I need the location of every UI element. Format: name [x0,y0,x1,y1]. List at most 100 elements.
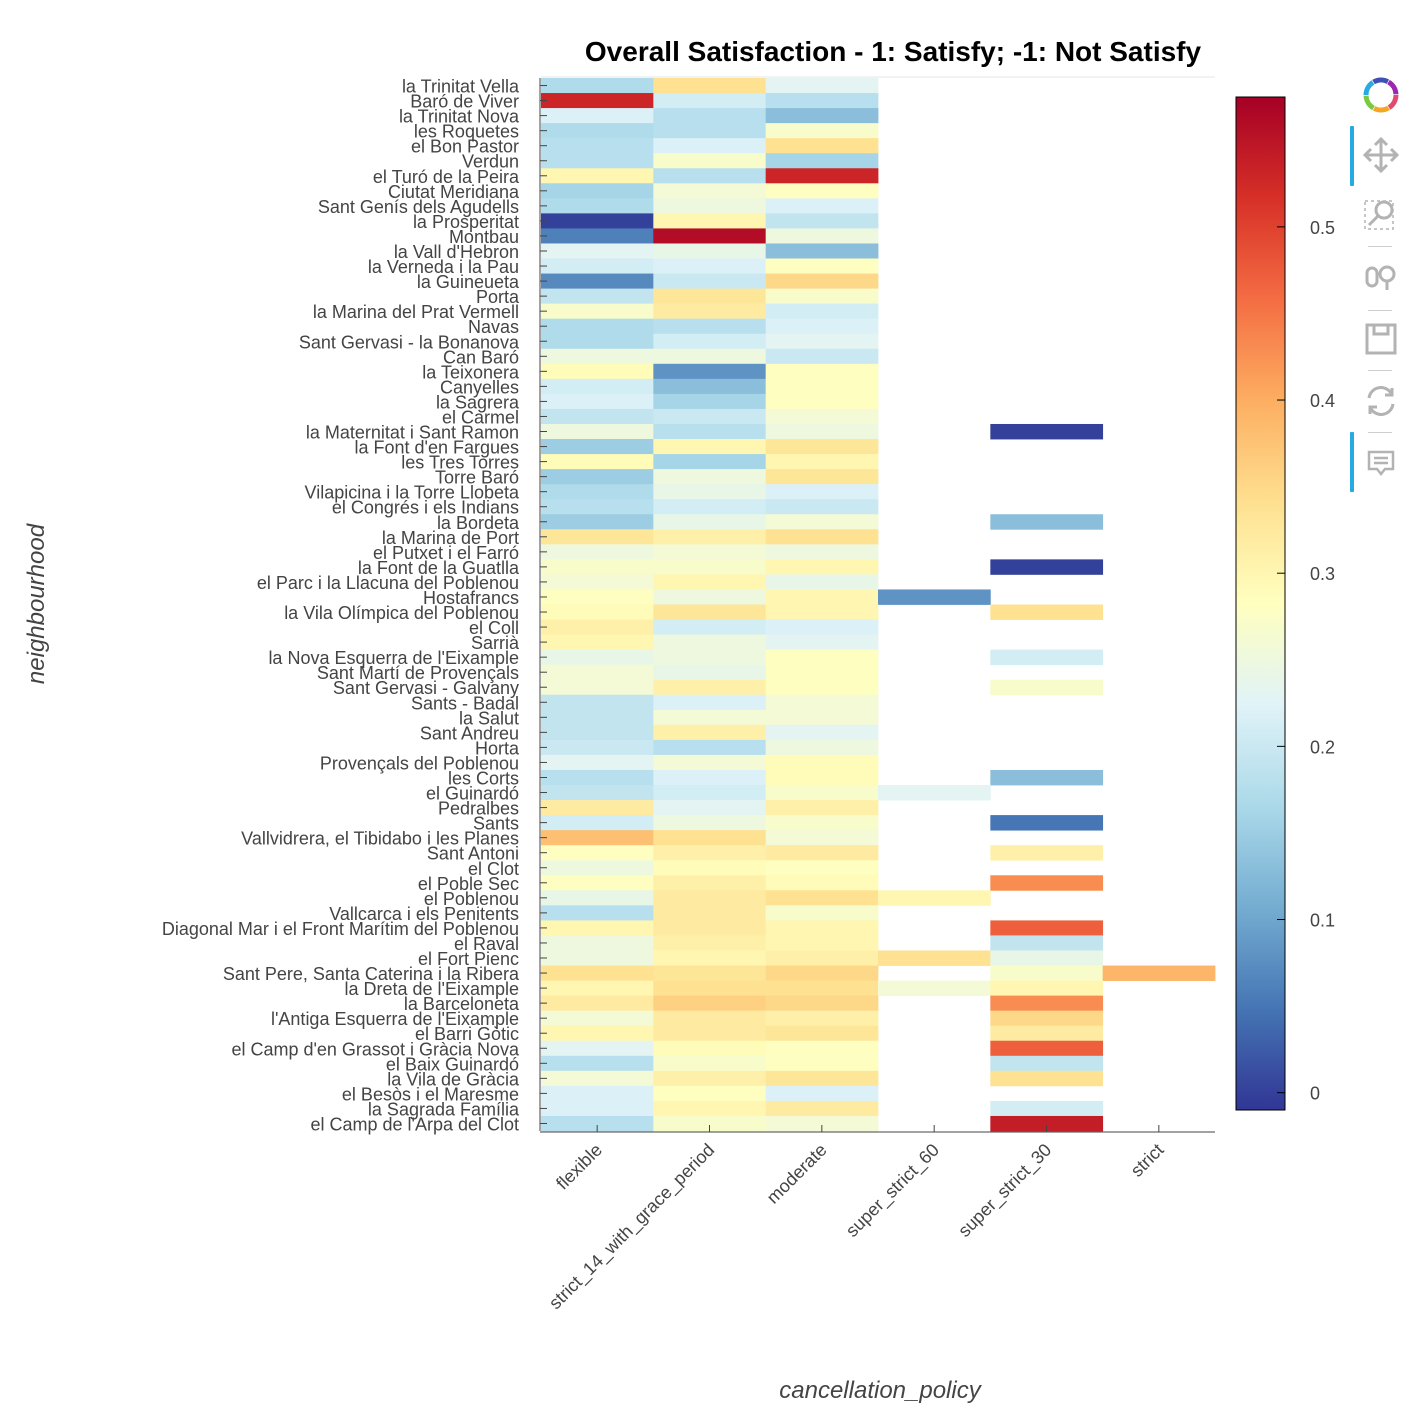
heatmap-cell[interactable] [1102,965,1216,981]
heatmap-cell[interactable] [990,679,1104,696]
heatmap-cell[interactable] [653,739,767,756]
heatmap-cell[interactable] [765,529,879,545]
heatmap-cell[interactable] [541,243,654,259]
heatmap-cell[interactable] [653,333,767,350]
heatmap-cell[interactable] [990,769,1104,786]
heatmap-cell[interactable] [653,153,767,169]
heatmap-cell[interactable] [653,123,767,139]
heatmap-cell[interactable] [765,574,879,590]
heatmap-cell[interactable] [765,378,879,395]
heatmap-cell[interactable] [541,830,654,846]
heatmap-cell[interactable] [765,93,879,109]
heatmap-cell[interactable] [765,198,879,214]
heatmap-cell[interactable] [653,348,767,365]
heatmap-cell[interactable] [653,1115,767,1132]
heatmap-cell[interactable] [765,754,879,771]
heatmap-cell[interactable] [653,213,767,229]
heatmap-cell[interactable] [990,649,1104,666]
heatmap-cell[interactable] [765,273,879,289]
heatmap-cell[interactable] [541,439,654,455]
heatmap-cell[interactable] [653,228,767,244]
heatmap-cell[interactable] [541,454,654,470]
heatmap-cell[interactable] [541,785,654,801]
heatmap-cell[interactable] [990,980,1104,997]
heatmap-cell[interactable] [765,123,879,139]
heatmap-cell[interactable] [653,785,767,801]
heatmap-cell[interactable] [653,1010,767,1027]
heatmap-cell[interactable] [765,408,879,425]
heatmap-cell[interactable] [653,78,767,94]
heatmap-cell[interactable] [765,258,879,274]
heatmap-cell[interactable] [653,469,767,485]
heatmap-cell[interactable] [541,408,654,425]
heatmap-cell[interactable] [765,860,879,876]
heatmap-cell[interactable] [878,589,991,605]
heatmap-cell[interactable] [765,589,879,605]
heatmap-cell[interactable] [653,138,767,154]
heatmap-cell[interactable] [541,905,654,921]
heatmap-cell[interactable] [653,920,767,936]
heatmap-cell[interactable] [653,769,767,786]
heatmap-cell[interactable] [765,228,879,244]
heatmap-cell[interactable] [765,815,879,831]
heatmap-cell[interactable] [653,484,767,500]
heatmap-cell[interactable] [653,980,767,997]
heatmap-cell[interactable] [765,980,879,997]
heatmap-cell[interactable] [653,1070,767,1087]
heatmap-cell[interactable] [653,724,767,741]
heatmap-cell[interactable] [541,469,654,485]
heatmap-cell[interactable] [653,258,767,274]
heatmap-cell[interactable] [541,890,654,906]
heatmap-cell[interactable] [541,754,654,771]
heatmap-cell[interactable] [653,604,767,620]
heatmap-cell[interactable] [541,544,654,560]
heatmap-cell[interactable] [541,739,654,756]
heatmap-cell[interactable] [765,950,879,966]
heatmap-cell[interactable] [541,995,654,1012]
heatmap-cell[interactable] [990,995,1104,1012]
heatmap-cell[interactable] [990,559,1104,575]
heatmap-cell[interactable] [541,724,654,741]
heatmap-cell[interactable] [541,709,654,726]
heatmap-cell[interactable] [541,318,654,335]
heatmap-cell[interactable] [541,574,654,590]
heatmap-cell[interactable] [653,800,767,816]
heatmap-cell[interactable] [990,514,1104,530]
heatmap-cell[interactable] [541,93,654,109]
heatmap-cell[interactable] [541,875,654,891]
heatmap-cell[interactable] [653,559,767,575]
heatmap-cell[interactable] [990,1010,1104,1027]
heatmap-cell[interactable] [653,664,767,681]
heatmap-cell[interactable] [653,679,767,696]
heatmap-cell[interactable] [653,408,767,425]
heatmap-cell[interactable] [765,303,879,320]
heatmap-cell[interactable] [765,649,879,666]
heatmap-cell[interactable] [990,1070,1104,1087]
heatmap-cell[interactable] [765,935,879,951]
heatmap-cell[interactable] [765,333,879,350]
heatmap-cell[interactable] [765,469,879,485]
heatmap-cell[interactable] [653,183,767,199]
heatmap-cell[interactable] [765,484,879,500]
heatmap-cell[interactable] [653,1040,767,1057]
heatmap-cell[interactable] [653,589,767,605]
heatmap-cell[interactable] [653,709,767,726]
heatmap-cell[interactable] [653,454,767,470]
heatmap-cell[interactable] [990,604,1104,620]
heatmap-cell[interactable] [541,198,654,214]
heatmap-cell[interactable] [765,363,879,380]
heatmap-cell[interactable] [653,378,767,395]
heatmap-cell[interactable] [765,1100,879,1117]
heatmap-cell[interactable] [765,995,879,1012]
heatmap-cell[interactable] [765,875,879,891]
heatmap-cell[interactable] [990,950,1104,966]
heatmap-cell[interactable] [541,363,654,380]
heatmap-cell[interactable] [541,1085,654,1102]
box-zoom-icon[interactable] [1360,192,1402,234]
heatmap-cell[interactable] [653,935,767,951]
heatmap-cell[interactable] [541,950,654,966]
heatmap-cell[interactable] [653,875,767,891]
heatmap-cell[interactable] [541,634,654,651]
heatmap-cell[interactable] [765,393,879,410]
heatmap-cell[interactable] [653,830,767,846]
